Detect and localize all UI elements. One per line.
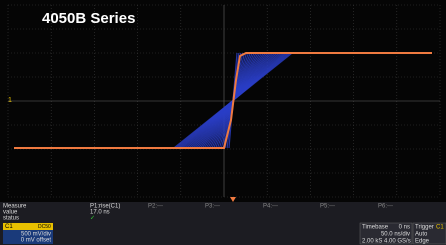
scope-screen: 1 4050B Series Measure P1:rise(C1) P2:--…	[0, 0, 446, 245]
trigger-mode: Auto	[415, 232, 428, 238]
channel-coupling: DC50	[38, 224, 51, 230]
timebase-rate: 2.00 kS 4.00 GS/s	[362, 239, 411, 245]
param: P4:---	[263, 204, 278, 210]
channel-offset: 0 mV offset	[21, 238, 52, 244]
channel-name: C1	[5, 224, 13, 230]
channel-marker: 1	[8, 97, 12, 104]
trigger-type: Edge	[415, 239, 430, 245]
param: P3:---	[205, 204, 220, 210]
display: 1 4050B Series Measure P1:rise(C1) P2:--…	[0, 0, 446, 245]
trigger-source: C1	[436, 225, 444, 231]
timebase-scale: 50.0 ns/div	[381, 232, 410, 238]
status-cell: ✓	[90, 216, 95, 222]
timebase-delay: 0 ns	[399, 225, 410, 231]
param: P5:---	[320, 204, 335, 210]
brand-title: 4050B Series	[42, 10, 135, 27]
param: P6:---	[378, 204, 393, 210]
param: P2:---	[148, 204, 163, 210]
timebase-label: Timebase	[362, 225, 389, 231]
row-label: status	[3, 216, 19, 222]
trigger-label: Trigger	[415, 225, 434, 231]
